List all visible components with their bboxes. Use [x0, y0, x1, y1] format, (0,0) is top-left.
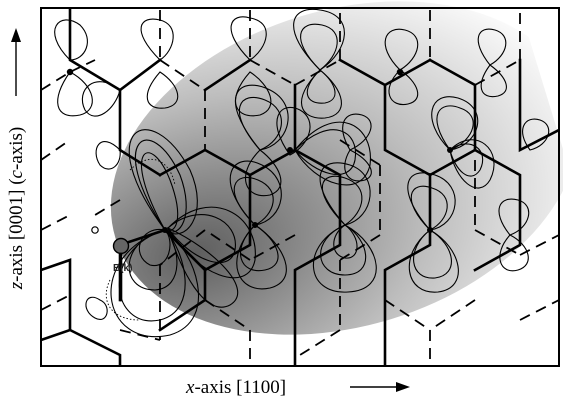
y-axis-label: z-axis [0001] (c-axis): [6, 127, 27, 291]
svg-text:z-axis [0001] (c-axis): z-axis [0001] (c-axis): [6, 127, 27, 291]
atom-label: B(k): [113, 263, 132, 274]
plot-frame: [40, 7, 560, 367]
atom-b-k: [112, 237, 130, 255]
x-axis-label-x: x: [185, 377, 195, 398]
y-axis-label-z: z: [6, 281, 27, 290]
x-axis-label: x-axis [1100]: [185, 377, 286, 398]
y-axis-arrow: [11, 28, 21, 96]
density-contours: [54, 8, 550, 338]
y-axis-label-c: c: [6, 169, 27, 178]
x-axis-arrow: [350, 382, 410, 392]
shaded-region: [110, 1, 563, 335]
y-axis-label-middle: -axis [0001] (: [6, 178, 27, 281]
y-axis-label-end: -axis): [6, 127, 27, 170]
x-axis-label-rest: -axis [1100]: [194, 377, 286, 398]
lattice-atoms: [66, 68, 453, 234]
